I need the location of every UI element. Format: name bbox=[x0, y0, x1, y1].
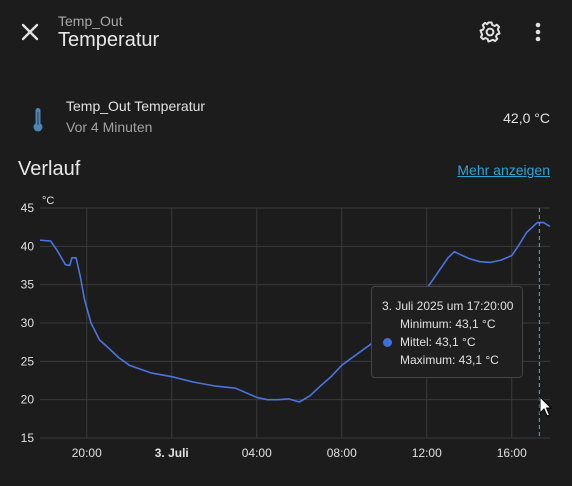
close-icon[interactable] bbox=[14, 16, 46, 48]
entity-state-value: 42,0 °C bbox=[503, 110, 550, 126]
tooltip-time: 3. Juli 2025 um 17:20:00 bbox=[382, 299, 514, 313]
entity-row: Temp_Out Temperatur Vor 4 Minuten 42,0 °… bbox=[0, 90, 572, 146]
thermometer-icon bbox=[33, 108, 43, 132]
y-tick-label: 20 bbox=[21, 393, 35, 407]
tooltip-minimum: Minimum: 43,1 °C bbox=[400, 317, 496, 331]
chart-tooltip: 3. Juli 2025 um 17:20:00 Minimum: 43,1 °… bbox=[371, 286, 523, 378]
y-tick-label: 45 bbox=[21, 201, 35, 215]
y-tick-label: 40 bbox=[21, 239, 35, 253]
dialog-title: Temperatur bbox=[58, 29, 160, 51]
dialog-subtitle: Temp_Out bbox=[58, 13, 123, 29]
tooltip-series-dot bbox=[383, 338, 392, 347]
series-line-0 bbox=[39, 221, 551, 403]
y-tick-label: 15 bbox=[21, 431, 35, 445]
dialog-header: Temp_Out Temperatur bbox=[0, 0, 572, 64]
tooltip-mean: Mittel: 43,1 °C bbox=[400, 335, 476, 349]
y-axis-unit-label: °C bbox=[42, 195, 54, 207]
y-tick-label: 25 bbox=[21, 354, 35, 368]
x-tick-label: 16:00 bbox=[497, 446, 527, 460]
history-title: Verlauf bbox=[18, 158, 81, 180]
x-tick-label: 20:00 bbox=[72, 446, 102, 460]
x-tick-label: 08:00 bbox=[327, 446, 357, 460]
y-tick-label: 35 bbox=[21, 278, 35, 292]
more-vert-icon[interactable] bbox=[528, 18, 548, 46]
entity-last-changed: Vor 4 Minuten bbox=[66, 119, 153, 135]
gear-icon[interactable] bbox=[476, 18, 504, 46]
x-tick-label: 04:00 bbox=[242, 446, 272, 460]
mouse-cursor-icon bbox=[539, 396, 552, 417]
y-tick-label: 30 bbox=[21, 316, 35, 330]
entity-name: Temp_Out Temperatur bbox=[66, 98, 206, 114]
tooltip-maximum: Maximum: 43,1 °C bbox=[400, 353, 499, 367]
x-tick-label: 12:00 bbox=[412, 446, 442, 460]
show-more-link[interactable]: Mehr anzeigen bbox=[457, 162, 550, 178]
x-tick-label: 3. Juli bbox=[155, 446, 189, 460]
